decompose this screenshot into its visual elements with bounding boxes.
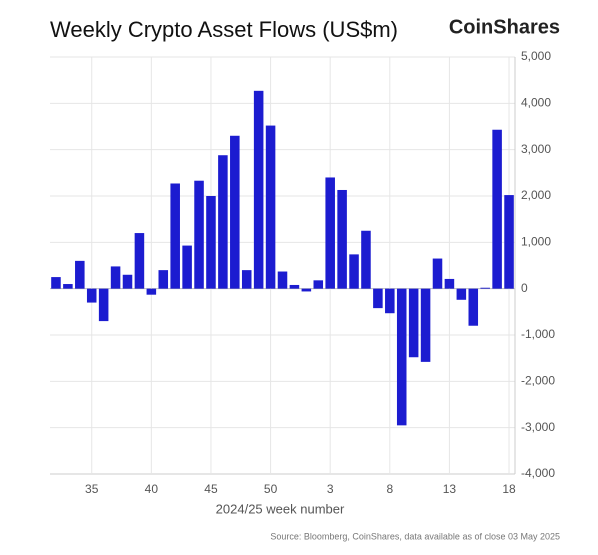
y-tick-label: 1,000 — [521, 235, 551, 249]
bar — [456, 288, 467, 300]
y-tick-label: -3,000 — [521, 420, 555, 434]
x-tick-label: 40 — [145, 482, 159, 496]
y-tick-label: 4,000 — [521, 96, 551, 110]
y-tick-label: -1,000 — [521, 327, 555, 341]
bar — [265, 125, 276, 289]
bar — [86, 288, 97, 303]
bar — [206, 196, 216, 289]
source-note: Source: Bloomberg, CoinShares, data avai… — [270, 531, 560, 541]
bar — [349, 254, 359, 289]
x-axis-label: 2024/25 week number — [216, 501, 345, 516]
x-tick-label: 35 — [85, 482, 99, 496]
bar — [134, 233, 145, 289]
bar — [444, 278, 455, 289]
bar — [230, 135, 240, 289]
brand-logo: CoinShares — [449, 16, 560, 38]
y-tick-label: -4,000 — [521, 466, 555, 480]
bar — [301, 288, 312, 292]
bar — [492, 129, 502, 289]
bar — [396, 288, 407, 426]
bar — [158, 270, 169, 289]
bar — [63, 284, 73, 289]
y-tick-label: -2,000 — [521, 374, 555, 388]
chart-title: Weekly Crypto Asset Flows (US$m) — [50, 17, 398, 42]
x-tick-label: 50 — [264, 482, 278, 496]
bar — [51, 277, 61, 289]
y-tick-label: 0 — [521, 281, 528, 295]
bar — [373, 288, 383, 309]
x-tick-label: 3 — [327, 482, 334, 496]
bar — [241, 270, 252, 289]
bar — [122, 274, 133, 289]
bar — [420, 288, 431, 362]
bar — [277, 271, 288, 289]
x-tick-label: 13 — [443, 482, 457, 496]
bar — [468, 288, 479, 326]
bar — [194, 180, 204, 289]
bar — [361, 230, 371, 289]
bar — [289, 284, 300, 289]
y-tick-label: 3,000 — [521, 142, 551, 156]
bar — [337, 189, 347, 289]
bar — [75, 260, 85, 289]
x-tick-label: 18 — [502, 482, 516, 496]
bar — [432, 258, 443, 289]
bar — [325, 177, 335, 289]
y-tick-label: 5,000 — [521, 49, 551, 63]
bar — [313, 280, 324, 289]
bar — [218, 155, 228, 289]
x-tick-label: 8 — [386, 482, 393, 496]
bar — [146, 288, 157, 295]
bar — [480, 287, 490, 289]
y-tick-label: 2,000 — [521, 188, 551, 202]
x-tick-label: 45 — [204, 482, 218, 496]
bar — [504, 195, 514, 289]
bar — [110, 266, 121, 289]
bar — [408, 288, 419, 358]
bar — [182, 245, 192, 289]
bar — [170, 183, 180, 289]
bar — [385, 288, 395, 314]
bar — [253, 90, 264, 289]
bar — [98, 288, 109, 322]
